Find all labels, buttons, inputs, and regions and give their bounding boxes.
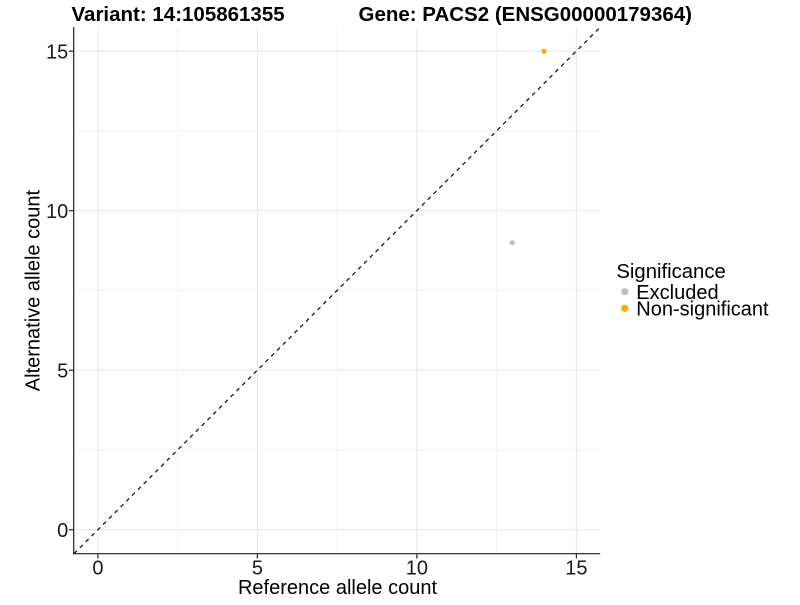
svg-text:Gene: PACS2 (ENSG00000179364): Gene: PACS2 (ENSG00000179364) — [359, 3, 693, 26]
svg-text:Alternative allele count: Alternative allele count — [22, 190, 44, 392]
svg-text:Excluded: Excluded — [636, 282, 718, 304]
svg-text:0: 0 — [92, 558, 103, 580]
svg-text:Variant: 14:105861355: Variant: 14:105861355 — [72, 3, 285, 26]
svg-text:Non-significant: Non-significant — [636, 299, 769, 321]
svg-text:15: 15 — [46, 42, 68, 64]
svg-text:15: 15 — [565, 558, 587, 580]
svg-text:Significance: Significance — [616, 261, 725, 283]
svg-text:10: 10 — [406, 558, 428, 580]
svg-text:10: 10 — [46, 201, 68, 223]
svg-text:5: 5 — [57, 361, 68, 383]
svg-text:Reference allele count: Reference allele count — [238, 577, 437, 599]
svg-text:5: 5 — [252, 558, 263, 580]
svg-text:0: 0 — [57, 520, 68, 542]
